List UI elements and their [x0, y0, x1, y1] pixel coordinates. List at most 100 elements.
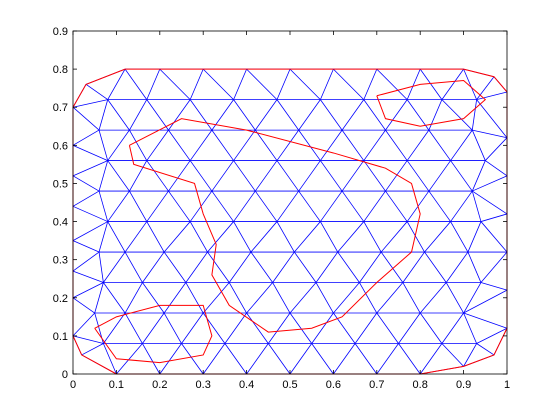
mesh-edge — [168, 160, 191, 192]
mesh-edge — [224, 343, 247, 375]
mesh-edge — [207, 221, 234, 253]
mesh-edge — [315, 251, 339, 283]
mesh-edge — [98, 129, 109, 161]
x-tick-label: 0.6 — [326, 379, 341, 391]
mesh-edge — [311, 343, 334, 375]
mesh-edge — [72, 335, 104, 344]
mesh-edge — [276, 221, 295, 253]
mesh-edge — [129, 129, 148, 161]
mesh-edge — [185, 282, 204, 314]
mesh-edge — [72, 175, 100, 192]
mesh-edge — [354, 343, 378, 375]
mesh-edge — [181, 312, 204, 344]
mesh-edge — [298, 190, 321, 222]
mesh-edge — [211, 129, 234, 161]
mesh-edge — [107, 129, 130, 161]
mesh-edge — [159, 343, 182, 375]
mesh-edge — [124, 282, 143, 314]
mesh-edge — [471, 99, 478, 131]
mesh-edge — [72, 129, 100, 146]
mesh-edge — [228, 251, 252, 283]
mesh-edge — [124, 68, 148, 100]
mesh-edge — [211, 190, 234, 222]
mesh-edge — [246, 68, 278, 100]
x-tick-label: 0 — [70, 379, 76, 391]
mesh-edge — [129, 160, 148, 192]
y-tick-label: 0.2 — [53, 293, 68, 305]
mesh-edge — [333, 68, 365, 100]
mesh-edge — [72, 221, 108, 241]
mesh-edge — [385, 190, 408, 222]
mesh-edge — [142, 282, 165, 314]
mesh-edge — [480, 213, 508, 222]
mesh-edge — [272, 251, 295, 283]
mesh-edge — [146, 221, 165, 253]
mesh-edge — [424, 251, 447, 283]
x-tick-label: 1 — [504, 379, 510, 391]
mesh-edge — [363, 99, 386, 131]
mesh-edge — [441, 343, 464, 367]
mesh-edge — [402, 251, 425, 283]
mesh-edge — [341, 190, 365, 222]
mesh-edge — [402, 282, 421, 314]
mesh-edge — [298, 160, 321, 192]
y-tick-label: 0.5 — [53, 178, 68, 190]
mesh-edge — [463, 343, 477, 367]
mesh-edge — [406, 160, 430, 192]
mesh-edge — [276, 129, 300, 161]
mesh-edge — [107, 68, 126, 100]
mesh-edge — [107, 160, 130, 192]
mesh-edge — [298, 99, 321, 131]
mesh-edge — [472, 175, 508, 192]
mesh-edge — [189, 160, 213, 192]
mesh-edge — [289, 282, 317, 314]
mesh-edge — [363, 190, 386, 222]
mesh-edge — [72, 99, 108, 108]
x-tick-label: 0.3 — [196, 379, 211, 391]
mesh-edge — [354, 312, 378, 344]
mesh-edge — [146, 68, 161, 100]
mesh-edge — [450, 160, 473, 192]
mesh-edge — [207, 251, 230, 283]
mesh-edge — [376, 312, 399, 344]
mesh-edge — [189, 68, 204, 100]
mesh-edge — [254, 99, 278, 131]
mesh-edge — [103, 282, 126, 314]
mesh-edge — [445, 251, 469, 283]
mesh-edge — [202, 68, 234, 100]
mesh-edge — [419, 343, 443, 375]
mesh-edge — [129, 99, 148, 131]
mesh-edge — [441, 312, 464, 344]
mesh-edge — [124, 251, 143, 283]
mesh-edge — [211, 160, 234, 192]
mesh-edge — [107, 190, 130, 222]
mesh-edge — [320, 221, 339, 253]
mesh-edge — [385, 129, 408, 161]
mesh-edge — [159, 68, 191, 100]
mesh-edge — [246, 312, 269, 344]
y-tick-label: 0.3 — [53, 255, 68, 267]
x-tick-label: 0.8 — [413, 379, 428, 391]
mesh-edge — [246, 282, 273, 314]
mesh-edge — [472, 190, 508, 215]
x-tick-label: 0.4 — [239, 379, 254, 391]
mesh-edge — [250, 221, 278, 253]
mesh-edge — [228, 282, 247, 314]
mesh-edge — [189, 129, 213, 161]
mesh-edge — [341, 99, 365, 131]
mesh-edge — [72, 270, 104, 283]
mesh-edge — [202, 343, 226, 375]
y-tick-label: 0.4 — [53, 217, 68, 229]
mesh-edge — [163, 251, 187, 283]
mesh-edge — [476, 343, 495, 356]
mesh-edge — [98, 251, 104, 283]
mesh-edge — [480, 251, 508, 283]
mesh-edge — [320, 68, 334, 100]
mesh-edge — [298, 129, 321, 161]
mesh-edge — [485, 160, 508, 177]
mesh-edge — [428, 99, 443, 131]
mesh-edge — [359, 282, 378, 314]
mesh-edge — [72, 297, 95, 314]
mesh-edge — [267, 312, 291, 344]
